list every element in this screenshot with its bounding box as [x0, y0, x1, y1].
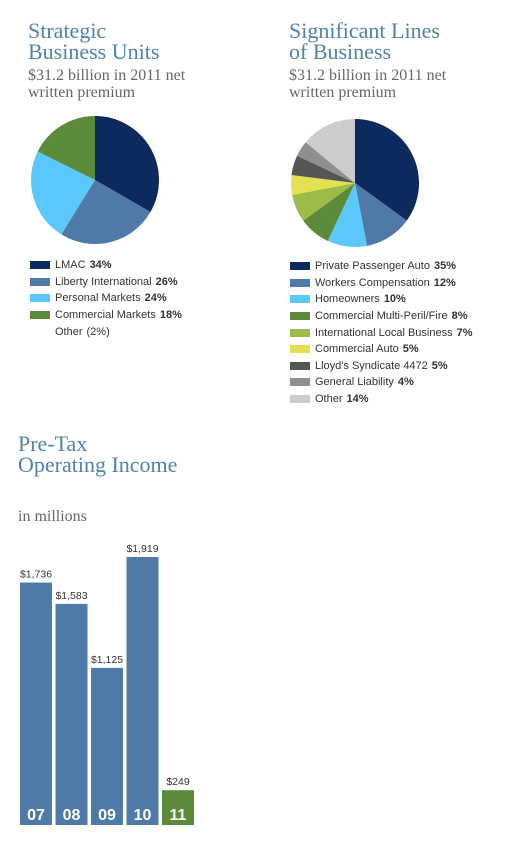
- bar-category-label-09: 09: [98, 807, 116, 824]
- sbu-subtitle: $31.2 billion in 2011 net written premiu…: [28, 67, 186, 101]
- legend-value: 10%: [383, 293, 406, 306]
- legend-swatch: [290, 262, 310, 271]
- slob-slice-general-liability: [297, 142, 355, 183]
- legend-value: 5%: [402, 343, 419, 356]
- legend-swatch: [290, 361, 310, 370]
- sbu-legend-item-lmac: LMAC 34%: [30, 257, 182, 274]
- legend-swatch: [290, 312, 310, 321]
- sbu-legend-item-personal-markets: Personal Markets 24%: [30, 290, 182, 307]
- legend-label: Commercial Auto: [315, 343, 399, 356]
- slob-pie-chart: [291, 119, 419, 247]
- legend-value: 18%: [159, 309, 182, 322]
- legend-label: Personal Markets: [55, 292, 141, 305]
- legend-label: Liberty International: [55, 275, 152, 288]
- legend-swatch: [290, 395, 310, 404]
- legend-label: Workers Compensation: [315, 276, 430, 289]
- legend-value: 5%: [431, 359, 448, 372]
- legend-value: 35%: [433, 260, 456, 273]
- legend-label: Lloyd's Syndicate 4472: [315, 359, 428, 372]
- slob-slice-homeowners: [327, 183, 367, 247]
- bar-11: [162, 790, 194, 825]
- legend-value: 24%: [144, 292, 167, 305]
- legend-swatch: [30, 311, 50, 320]
- legend-swatch: [290, 295, 310, 304]
- bar-value-label-11: $249: [166, 776, 190, 788]
- legend-value: 7%: [456, 326, 473, 339]
- legend-label: Commercial Multi-Peril/Fire: [315, 310, 448, 323]
- legend-value: 12%: [433, 276, 456, 289]
- slob-slice-commercial-multi-peril-fire: [303, 183, 355, 241]
- slob-legend-item-international-local-business: International Local Business 7%: [290, 324, 473, 341]
- sbu-pie-chart: [31, 116, 159, 244]
- slob-slice-workers-compensation: [355, 183, 407, 246]
- slob-legend-item-commercial-auto: Commercial Auto 5%: [290, 341, 473, 358]
- legend-label: General Liability: [315, 376, 394, 389]
- ptoi-title: Pre-Tax Operating Income: [18, 431, 178, 477]
- slob-slice-private-passenger-auto: [355, 119, 419, 221]
- slob-slice-other: [305, 119, 355, 183]
- bar-value-label-10: $1,919: [126, 543, 158, 555]
- legend-label: Other: [55, 325, 83, 338]
- slob-legend-item-commercial-multi-peril-fire: Commercial Multi-Peril/Fire 8%: [290, 308, 473, 325]
- bar-category-label-11: 11: [170, 807, 187, 824]
- sbu-legend: LMAC 34% Liberty International 26% Personal …: [30, 257, 182, 340]
- legend-value: 4%: [397, 376, 414, 389]
- slob-legend-item-lloyd-s-syndicate-4472: Lloyd's Syndicate 4472 5%: [290, 358, 473, 375]
- income-bar-chart: $1,736 07 $1,583 08 $1,125 09 $1,919 10 $249 11: [20, 543, 194, 825]
- legend-swatch: [30, 277, 50, 286]
- slob-slice-international-local-business: [292, 183, 355, 221]
- legend-value: 34%: [89, 259, 112, 272]
- sbu-slice-personal-markets: [31, 151, 95, 235]
- bar-09: [91, 667, 123, 825]
- sbu-slice-commercial-markets: [37, 116, 95, 180]
- slob-legend-item-workers-compensation: Workers Compensation 12%: [290, 275, 473, 292]
- bar-07: [20, 582, 52, 825]
- slob-legend-item-private-passenger-auto: Private Passenger Auto 35%: [290, 258, 473, 275]
- sbu-legend-item-other: Other (2%): [30, 323, 182, 340]
- bar-category-label-07: 07: [27, 807, 45, 824]
- legend-label: Private Passenger Auto: [315, 260, 430, 273]
- slob-legend-item-other: Other 14%: [290, 391, 473, 408]
- sbu-legend-item-commercial-markets: Commercial Markets 18%: [30, 307, 182, 324]
- legend-swatch: [290, 328, 310, 337]
- legend-label: LMAC: [55, 259, 86, 272]
- slob-legend-item-general-liability: General Liability 4%: [290, 374, 473, 391]
- legend-label: International Local Business: [315, 326, 453, 339]
- legend-swatch: [290, 378, 310, 387]
- legend-swatch: [30, 294, 50, 303]
- slob-legend-item-homeowners: Homeowners 10%: [290, 291, 473, 308]
- legend-swatch: [30, 261, 50, 270]
- bar-category-label-08: 08: [63, 807, 81, 824]
- sbu-slice-lmac: [95, 116, 159, 212]
- legend-swatch: [30, 328, 50, 336]
- bar-value-label-09: $1,125: [91, 654, 123, 666]
- bar-value-label-07: $1,736: [20, 569, 52, 581]
- legend-label: Other: [315, 393, 343, 406]
- bar-10: [126, 557, 159, 825]
- legend-label: Homeowners: [315, 293, 380, 306]
- sbu-legend-item-liberty-international: Liberty International 26%: [30, 274, 182, 291]
- legend-value: (2%): [86, 325, 110, 338]
- legend-value: 14%: [346, 393, 369, 406]
- legend-value: 26%: [155, 275, 178, 288]
- slob-legend: Private Passenger Auto 35% Workers Compens…: [290, 258, 473, 407]
- bar-category-label-10: 10: [134, 807, 152, 824]
- legend-swatch: [290, 278, 310, 287]
- slob-slice-lloyd-s-syndicate-4472: [291, 155, 355, 183]
- sbu-slice-liberty-international: [61, 180, 151, 244]
- slob-slice-commercial-auto: [291, 174, 355, 195]
- sbu-title: Strategic Business Units: [28, 18, 160, 64]
- bar-value-label-08: $1,583: [55, 590, 87, 602]
- legend-swatch: [290, 345, 310, 354]
- ptoi-subtitle: in millions: [18, 508, 87, 525]
- slob-title: Significant Lines of Business: [289, 18, 440, 64]
- legend-value: 8%: [451, 310, 468, 323]
- legend-label: Commercial Markets: [55, 309, 156, 322]
- bar-08: [55, 603, 88, 825]
- slob-subtitle: $31.2 billion in 2011 net written premiu…: [289, 67, 447, 101]
